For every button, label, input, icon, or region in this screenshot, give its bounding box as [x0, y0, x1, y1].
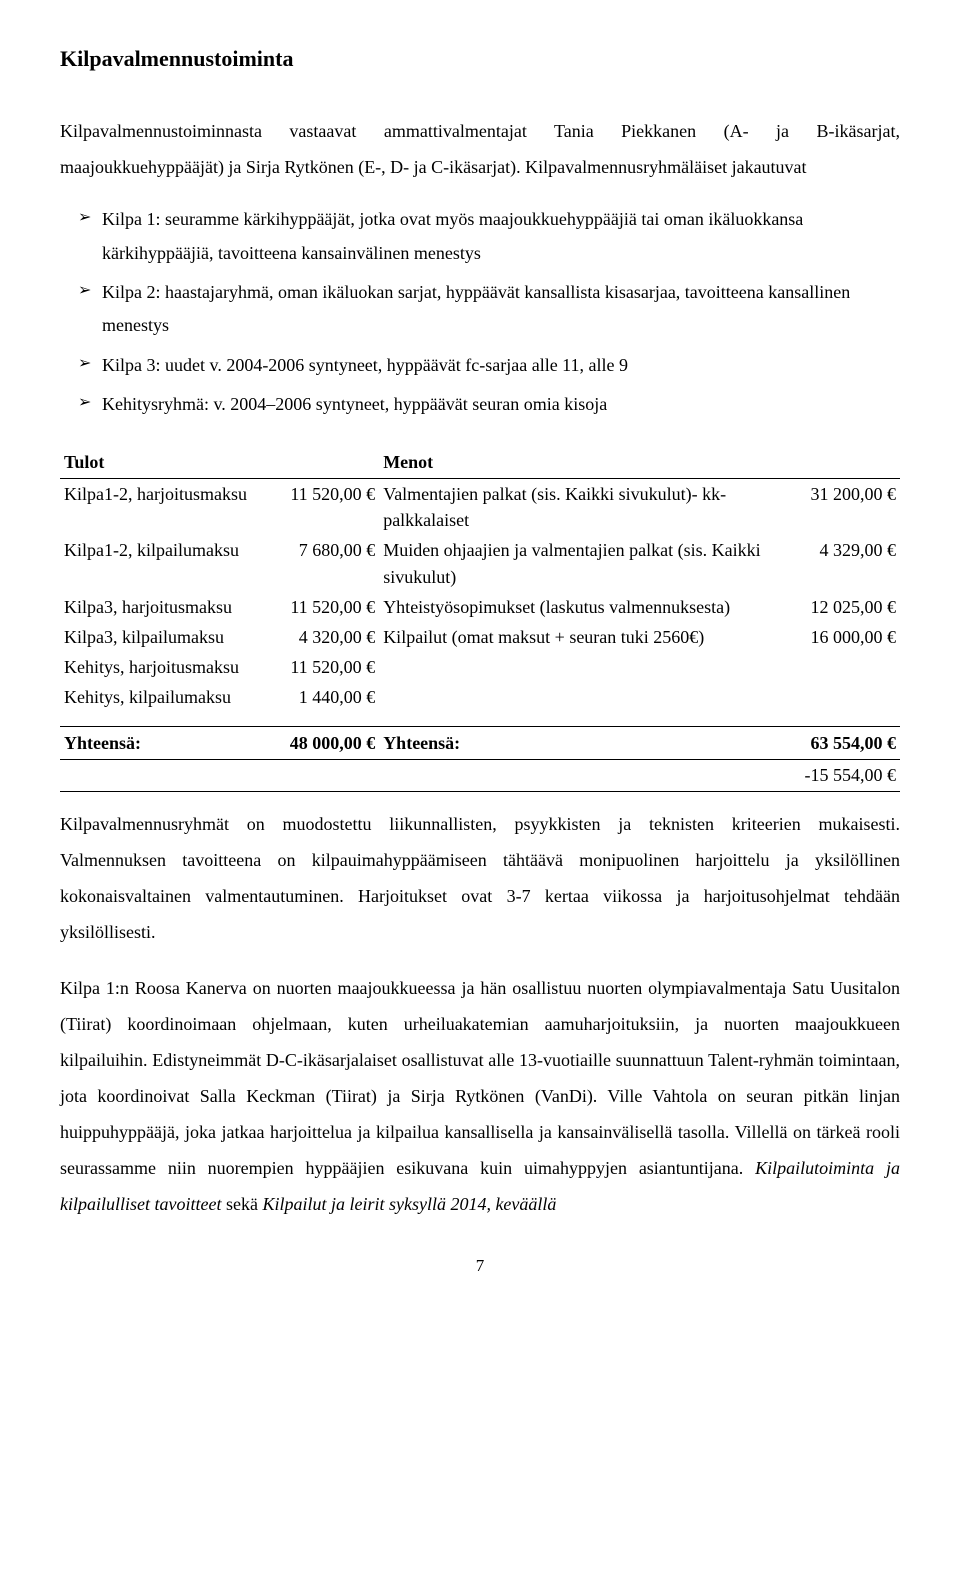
bullet-list: Kilpa 1: seuramme kärkihyppääjät, jotka …: [60, 203, 900, 421]
table-cell: Kilpa1-2, harjoitusmaksu: [60, 479, 262, 536]
table-cell: 12 025,00 €: [766, 592, 900, 622]
body-paragraph: Kilpavalmennusryhmät on muodostettu liik…: [60, 806, 900, 950]
table-cell: Yhteistyösopimukset (laskutus valmennuks…: [379, 592, 765, 622]
table-cell: 31 200,00 €: [766, 479, 900, 536]
menot-header: Menot: [379, 447, 900, 479]
table-cell: Valmentajien palkat (sis. Kaikki sivukul…: [379, 479, 765, 536]
italic-text: Kilpailut ja leirit syksyllä 2014, kevää…: [262, 1194, 556, 1214]
table-cell: 7 680,00 €: [262, 535, 380, 591]
table-cell: 4 320,00 €: [262, 622, 380, 652]
body-paragraph: Kilpa 1:n Roosa Kanerva on nuorten maajo…: [60, 970, 900, 1222]
table-cell: Kilpa3, harjoitusmaksu: [60, 592, 262, 622]
page-number: 7: [60, 1252, 900, 1281]
table-cell: 11 520,00 €: [262, 479, 380, 536]
tulot-header: Tulot: [60, 447, 379, 479]
table-cell: Kehitys, harjoitusmaksu: [60, 652, 262, 682]
list-item: Kilpa 1: seuramme kärkihyppääjät, jotka …: [60, 203, 900, 270]
list-item: Kilpa 3: uudet v. 2004-2006 syntyneet, h…: [60, 349, 900, 382]
total-label: Yhteensä:: [60, 727, 262, 760]
table-cell: 16 000,00 €: [766, 622, 900, 652]
table-cell: Kehitys, kilpailumaksu: [60, 682, 262, 712]
total-menot: 63 554,00 €: [766, 727, 900, 760]
total-label: Yhteensä:: [379, 727, 765, 760]
list-item: Kehitysryhmä: v. 2004–2006 syntyneet, hy…: [60, 388, 900, 421]
table-cell: 1 440,00 €: [262, 682, 380, 712]
table-cell: 11 520,00 €: [262, 652, 380, 682]
table-cell: Kilpa1-2, kilpailumaksu: [60, 535, 262, 591]
intro-paragraph: Kilpavalmennustoiminnasta vastaavat amma…: [60, 113, 900, 185]
total-tulot: 48 000,00 €: [262, 727, 380, 760]
table-cell: Muiden ohjaajien ja valmentajien palkat …: [379, 535, 765, 591]
table-cell: 4 329,00 €: [766, 535, 900, 591]
list-item: Kilpa 2: haastajaryhmä, oman ikäluokan s…: [60, 276, 900, 343]
budget-table: Tulot Menot Kilpa1-2, harjoitusmaksu 11 …: [60, 447, 900, 792]
table-cell: Kilpa3, kilpailumaksu: [60, 622, 262, 652]
page-title: Kilpavalmennustoiminta: [60, 40, 900, 77]
diff-amount: -15 554,00 €: [766, 760, 900, 792]
table-cell: 11 520,00 €: [262, 592, 380, 622]
para-text: Kilpa 1:n Roosa Kanerva on nuorten maajo…: [60, 978, 900, 1178]
para-text: sekä: [221, 1194, 262, 1214]
table-cell: Kilpailut (omat maksut + seuran tuki 256…: [379, 622, 765, 652]
